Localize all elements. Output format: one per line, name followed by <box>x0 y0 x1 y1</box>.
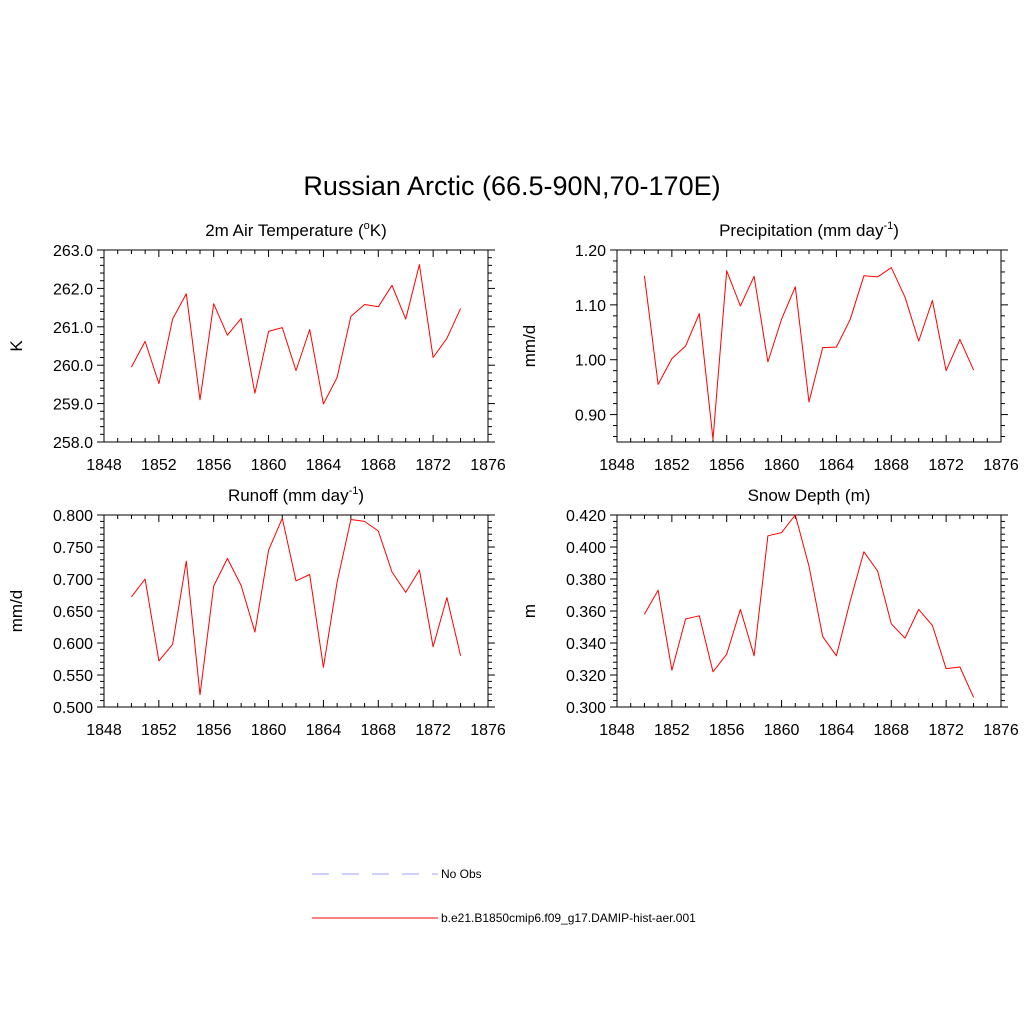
temperature-xtick-label: 1848 <box>86 457 122 474</box>
temperature-xtick-label: 1860 <box>251 457 287 474</box>
temperature-ytick-label: 262.0 <box>53 281 93 298</box>
snow-depth-ytick-label: 0.320 <box>566 668 606 685</box>
snow-depth-title: Snow Depth (m) <box>748 486 871 505</box>
precipitation-xtick-label: 1864 <box>819 457 855 474</box>
runoff-ytick-label: 0.650 <box>53 604 93 621</box>
precipitation-xtick-label: 1856 <box>709 457 745 474</box>
temperature-plot-frame <box>103 249 489 443</box>
runoff-panel: 1848 1852 1856 1860 1864 1868 1872 1876 0.500 0.5… <box>7 485 506 739</box>
precipitation-title: Precipitation (mm day-1) <box>719 220 899 240</box>
snow-depth-xtick-label: 1868 <box>873 722 909 739</box>
runoff-xtick-label: 1872 <box>415 722 451 739</box>
runoff-xtick-label: 1868 <box>360 722 396 739</box>
precipitation-plot-frame <box>616 249 1002 443</box>
precipitation-ytick-label: 1.10 <box>575 298 606 315</box>
precipitation-xtick-label: 1860 <box>764 457 800 474</box>
runoff-series-line <box>131 517 462 696</box>
precipitation-ylabel: mm/d <box>520 325 539 368</box>
runoff-xtick-label: 1876 <box>470 722 506 739</box>
snow-depth-panel: 1848 1852 1856 1860 1864 1868 1872 1876 0.300 0.3… <box>520 486 1019 739</box>
snow-depth-xtick-label: 1860 <box>764 722 800 739</box>
temperature-xtick-label: 1864 <box>306 457 342 474</box>
snow-depth-plot-frame <box>616 514 1002 708</box>
temperature-xtick-label: 1872 <box>415 457 451 474</box>
runoff-ytick-label: 0.500 <box>53 700 93 717</box>
precipitation-xtick-label: 1876 <box>983 457 1019 474</box>
runoff-title: Runoff (mm day-1) <box>228 485 364 505</box>
runoff-xtick-label: 1852 <box>141 722 177 739</box>
precipitation-series-line <box>643 267 975 440</box>
runoff-ytick-label: 0.800 <box>53 508 93 525</box>
snow-depth-ytick-label: 0.380 <box>566 572 606 589</box>
temperature-ylabel: K <box>7 340 26 352</box>
snow-depth-ytick-label: 0.300 <box>566 700 606 717</box>
temperature-xtick-label: 1856 <box>196 457 232 474</box>
runoff-xtick-label: 1856 <box>196 722 232 739</box>
temperature-ytick-label: 259.0 <box>53 397 93 414</box>
precipitation-panel: 1848 1852 1856 1860 1864 1868 1872 1876 0.90 1.00… <box>520 220 1019 474</box>
snow-depth-ylabel: m <box>520 604 539 618</box>
temperature-ytick-label: 261.0 <box>53 320 93 337</box>
snow-depth-ytick-label: 0.360 <box>566 604 606 621</box>
runoff-ytick-label: 0.700 <box>53 572 93 589</box>
runoff-xtick-label: 1860 <box>251 722 287 739</box>
temperature-xtick-label: 1876 <box>470 457 506 474</box>
runoff-ytick-label: 0.600 <box>53 636 93 653</box>
snow-depth-xtick-label: 1864 <box>819 722 855 739</box>
precipitation-xtick-label: 1852 <box>654 457 690 474</box>
panels: 1848 1852 1856 1860 1864 1868 1872 1876 258.0 259… <box>7 220 1019 739</box>
snow-depth-xtick-label: 1872 <box>928 722 964 739</box>
precipitation-ytick-label: 1.00 <box>575 353 606 370</box>
snow-depth-ytick-label: 0.340 <box>566 636 606 653</box>
runoff-ytick-label: 0.550 <box>53 668 93 685</box>
legend: No Obs b.e21.B1850cmip6.f09_g17.DAMIP-hi… <box>312 867 696 925</box>
precipitation-ytick-label: 1.20 <box>575 243 606 260</box>
legend-model-label: b.e21.B1850cmip6.f09_g17.DAMIP-hist-aer.… <box>441 911 696 925</box>
temperature-xtick-label: 1868 <box>360 457 396 474</box>
runoff-ylabel: mm/d <box>7 590 26 633</box>
legend-obs-label: No Obs <box>441 867 482 881</box>
precipitation-ytick-label: 0.90 <box>575 408 606 425</box>
temperature-title: 2m Air Temperature (oK) <box>205 220 387 240</box>
runoff-ytick-label: 0.750 <box>53 540 93 557</box>
snow-depth-ytick-label: 0.420 <box>566 508 606 525</box>
temperature-panel: 1848 1852 1856 1860 1864 1868 1872 1876 258.0 259… <box>7 220 506 474</box>
temperature-xtick-label: 1852 <box>141 457 177 474</box>
temperature-ytick-label: 263.0 <box>53 243 93 260</box>
snow-depth-xtick-label: 1852 <box>654 722 690 739</box>
runoff-plot-frame <box>103 514 489 708</box>
figure-title: Russian Arctic (66.5-90N,70-170E) <box>303 171 721 201</box>
snow-depth-series-line <box>643 514 975 698</box>
temperature-series-line <box>130 264 462 405</box>
precipitation-xtick-label: 1872 <box>928 457 964 474</box>
runoff-xtick-label: 1848 <box>86 722 122 739</box>
temperature-ytick-label: 260.0 <box>53 358 93 375</box>
snow-depth-xtick-label: 1848 <box>599 722 635 739</box>
temperature-ytick-label: 258.0 <box>53 435 93 452</box>
precipitation-xtick-label: 1848 <box>599 457 635 474</box>
snow-depth-ytick-label: 0.400 <box>566 540 606 557</box>
precipitation-xtick-label: 1868 <box>873 457 909 474</box>
snow-depth-xtick-label: 1856 <box>709 722 745 739</box>
snow-depth-xtick-label: 1876 <box>983 722 1019 739</box>
runoff-xtick-label: 1864 <box>306 722 342 739</box>
